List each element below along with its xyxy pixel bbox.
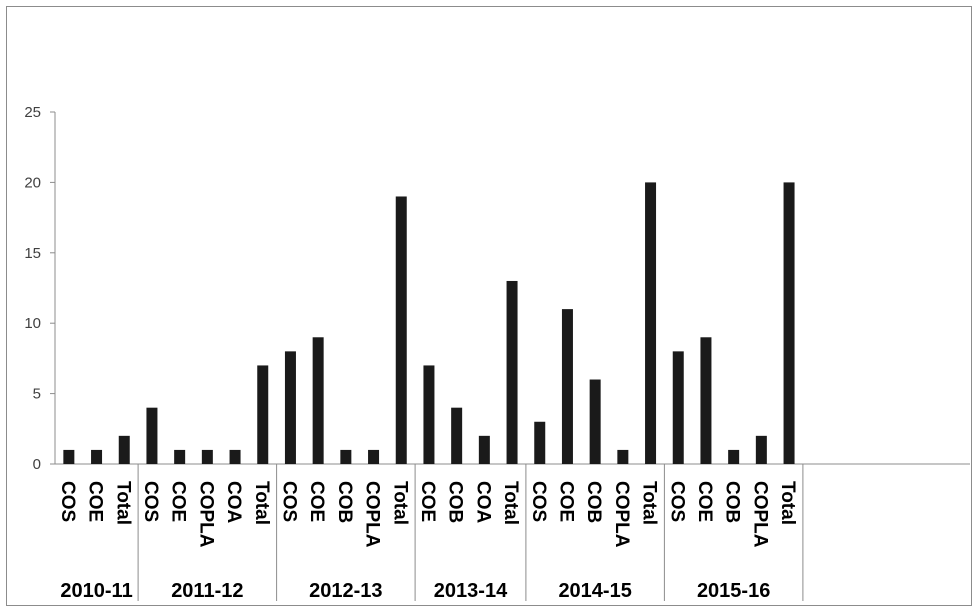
bar — [506, 280, 518, 464]
group-label: 2014-15 — [558, 580, 631, 601]
category-label: Total — [500, 481, 521, 525]
bar — [478, 435, 490, 464]
category-label: COS — [666, 481, 687, 522]
category-label: COS — [528, 481, 549, 522]
y-tick-label: 5 — [33, 386, 41, 403]
chart-frame — [6, 6, 972, 606]
category-label: COE — [168, 481, 189, 522]
category-label: COS — [278, 481, 299, 522]
bar — [534, 421, 546, 464]
category-label: COB — [334, 481, 355, 523]
category-label: Total — [389, 481, 410, 525]
bar — [423, 365, 435, 464]
y-tick-label: 20 — [24, 174, 41, 191]
bar — [257, 365, 269, 464]
category-label: COB — [583, 481, 604, 523]
category-label: COPLA — [611, 481, 632, 548]
category-label: Total — [251, 481, 272, 525]
category-label: COPLA — [362, 481, 383, 548]
category-label: Total — [639, 481, 660, 525]
bar — [728, 449, 740, 464]
category-label: COS — [140, 481, 161, 522]
category-label: COE — [417, 481, 438, 522]
bar — [700, 337, 712, 464]
category-label: COE — [85, 481, 106, 522]
category-labels: COS COE Total COS COE COPLA COA Total COS COE COB C… — [57, 481, 798, 548]
bar — [63, 449, 75, 464]
category-label: COPLA — [195, 481, 216, 548]
bars — [63, 182, 795, 465]
group-label: 2011-12 — [171, 580, 243, 601]
bar — [561, 309, 573, 464]
category-label: Total — [777, 481, 798, 525]
bar — [229, 449, 241, 464]
bar — [146, 407, 158, 464]
category-label: COE — [694, 481, 715, 522]
group-label: 2013-14 — [434, 580, 508, 601]
bar — [201, 449, 213, 464]
category-label: COE — [306, 481, 327, 522]
bar — [783, 182, 795, 464]
category-label: COB — [722, 481, 743, 523]
y-axis: 0 5 10 15 20 25 — [24, 104, 56, 473]
y-tick-label: 15 — [24, 245, 41, 262]
category-label: COS — [57, 481, 78, 522]
category-label: COE — [555, 481, 576, 522]
group-label: 2012-13 — [309, 580, 382, 601]
bar — [395, 196, 407, 465]
bar — [284, 351, 296, 464]
bar — [118, 435, 130, 464]
y-tick-label: 25 — [24, 104, 41, 121]
bar — [174, 449, 186, 464]
group-label: 2015-16 — [697, 580, 770, 601]
bar — [589, 379, 601, 464]
category-label: COPLA — [749, 481, 770, 548]
bar — [617, 449, 629, 464]
bar — [368, 449, 380, 464]
category-label: COA — [472, 481, 493, 524]
bar — [672, 351, 684, 464]
group-label: 2010-11 — [60, 580, 132, 601]
bar — [91, 449, 103, 464]
y-tick-label: 10 — [24, 315, 41, 332]
bar — [755, 435, 767, 464]
bar — [451, 407, 463, 464]
category-label: COB — [445, 481, 466, 523]
category-label: Total — [112, 481, 133, 525]
y-tick-label: 0 — [33, 456, 41, 473]
group-labels: 2010-11 2011-12 2012-13 2013-14 2014-15 2015-… — [60, 580, 770, 601]
category-label: COA — [223, 481, 244, 524]
bar — [645, 182, 657, 464]
bar — [312, 337, 324, 464]
bar — [340, 449, 352, 464]
